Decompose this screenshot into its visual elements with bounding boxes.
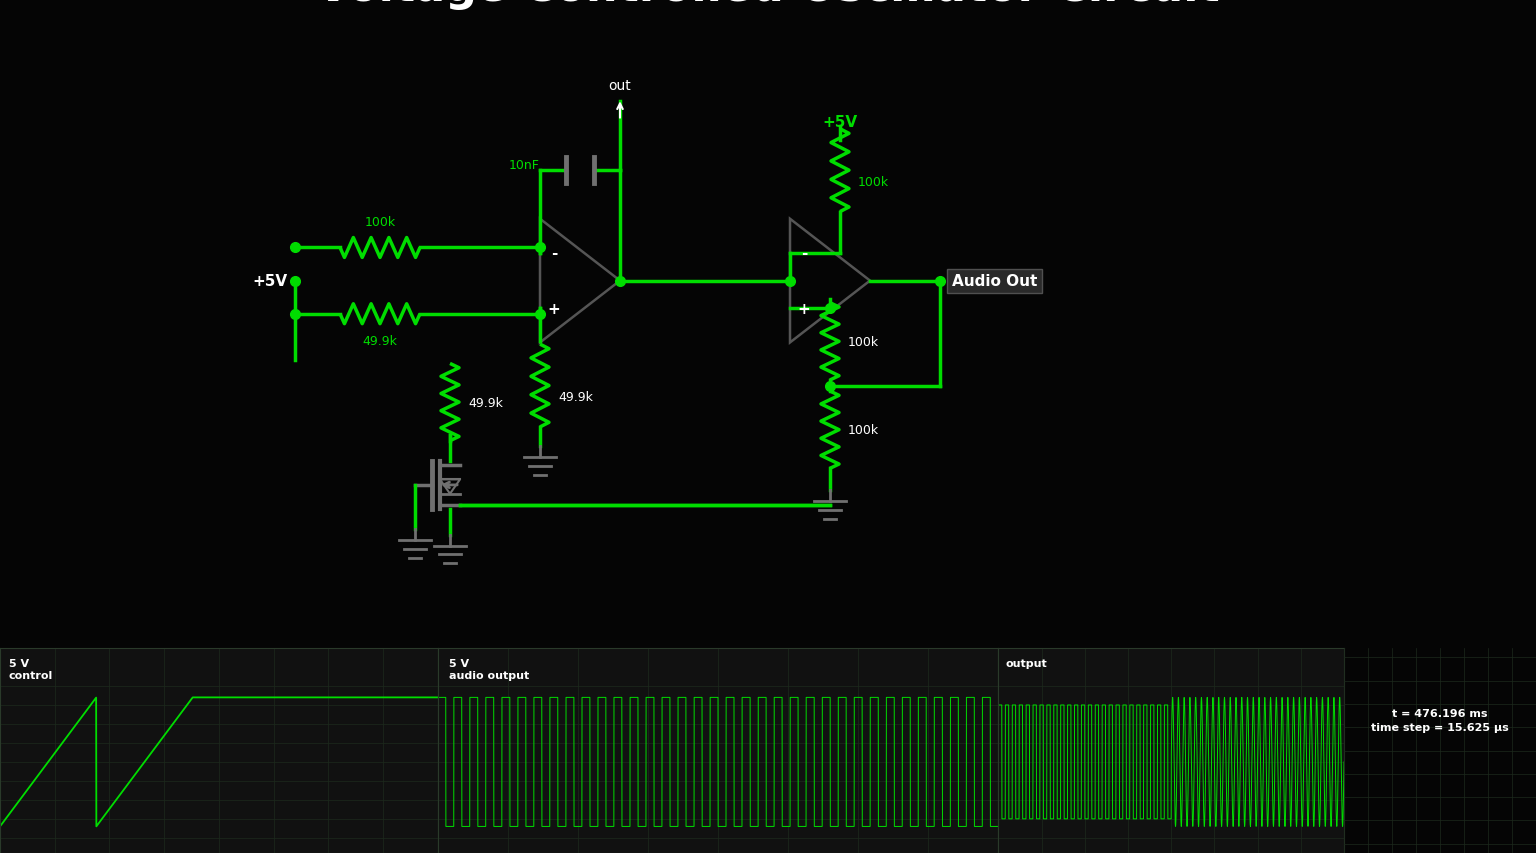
Text: Audio Out: Audio Out <box>952 274 1037 289</box>
Text: +: + <box>797 302 811 316</box>
Text: +: + <box>548 302 561 316</box>
Text: out: out <box>608 78 631 93</box>
Text: -: - <box>800 246 808 261</box>
Text: 100k: 100k <box>848 424 879 437</box>
Text: 100k: 100k <box>848 335 879 348</box>
Text: 5 V
control: 5 V control <box>9 659 54 680</box>
Text: +5V: +5V <box>252 274 287 289</box>
Text: 49.9k: 49.9k <box>468 396 502 409</box>
Text: -: - <box>551 246 558 261</box>
Text: Voltage Controlled Oscillator Circuit: Voltage Controlled Oscillator Circuit <box>316 0 1220 10</box>
Text: output: output <box>1006 659 1048 669</box>
Text: 100k: 100k <box>859 176 889 189</box>
Text: +5V: +5V <box>822 115 857 131</box>
Text: 49.9k: 49.9k <box>558 391 593 403</box>
Text: 49.9k: 49.9k <box>362 334 398 347</box>
Text: t = 476.196 ms
time step = 15.625 μs: t = 476.196 ms time step = 15.625 μs <box>1372 708 1508 732</box>
Text: 10nF: 10nF <box>508 159 541 172</box>
Text: 100k: 100k <box>364 215 396 229</box>
Text: 5 V
audio output: 5 V audio output <box>449 659 530 680</box>
